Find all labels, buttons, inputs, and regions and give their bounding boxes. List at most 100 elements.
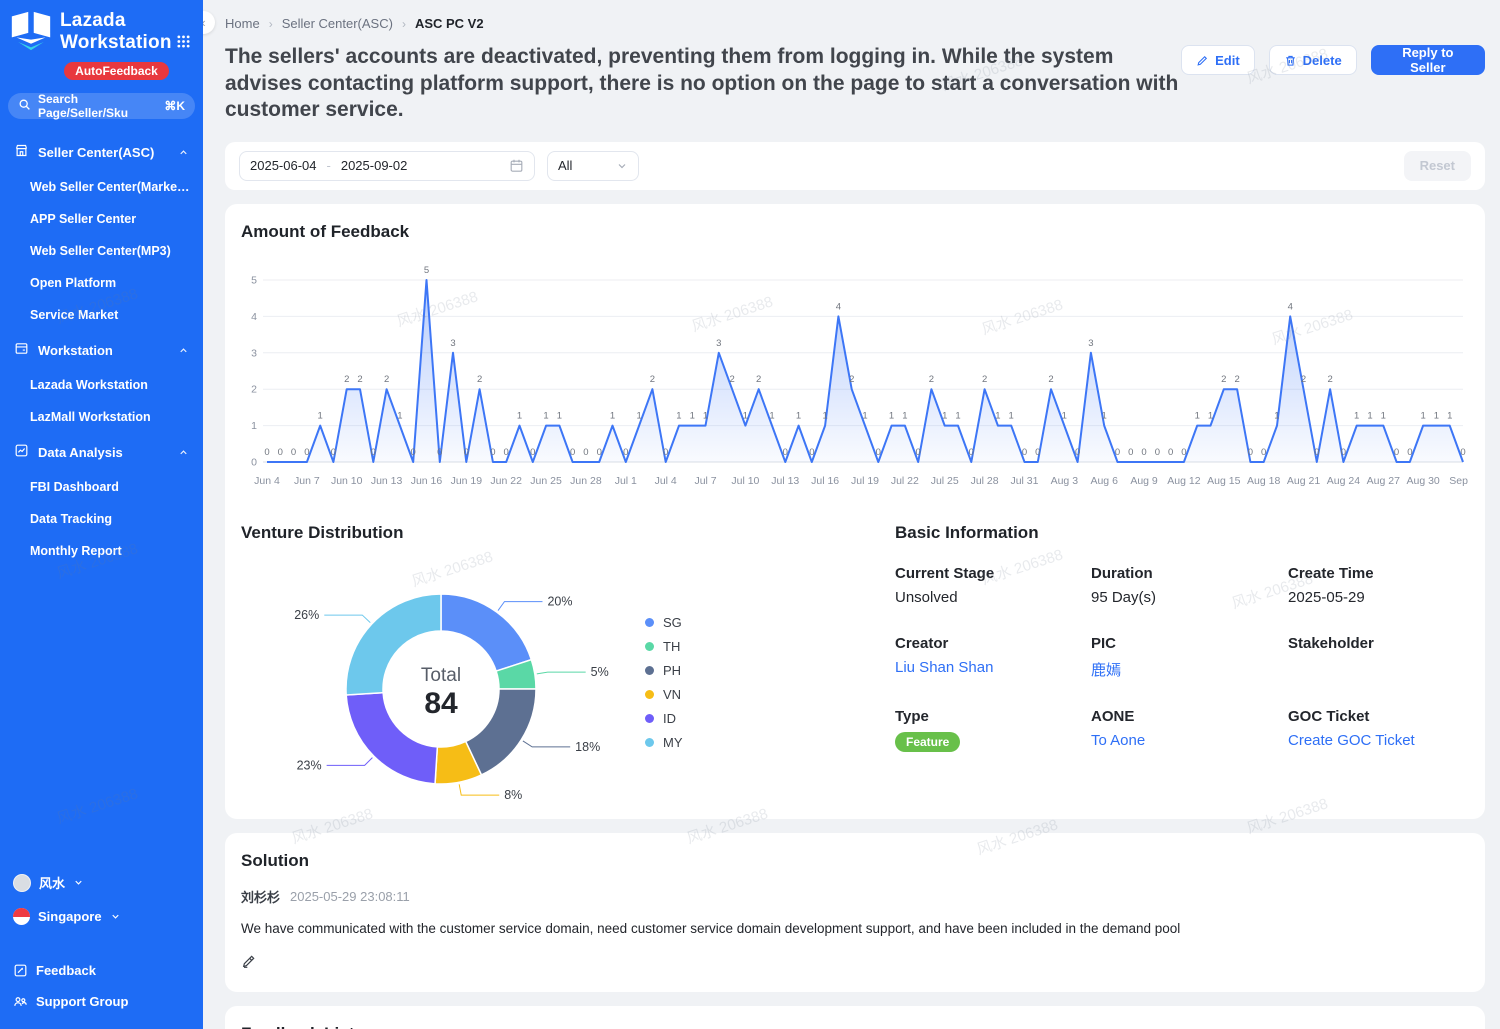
svg-text:1: 1: [1102, 410, 1107, 421]
legend-item-my: MY: [645, 735, 683, 750]
svg-text:1: 1: [1381, 410, 1386, 421]
sidebar-item-support-group[interactable]: Support Group: [13, 986, 190, 1017]
svg-text:1: 1: [902, 410, 907, 421]
reply-to-seller-button[interactable]: Reply to Seller: [1371, 45, 1485, 75]
info-value: 95 Day(s): [1091, 589, 1288, 607]
feedback-icon: [13, 963, 28, 978]
svg-text:5: 5: [424, 266, 429, 276]
info-value: 2025-05-29: [1288, 589, 1469, 607]
sidebar-item-fbi-dashboard[interactable]: FBI Dashboard: [0, 471, 203, 503]
svg-text:Aug 30: Aug 30: [1406, 475, 1439, 487]
sidebar-section-seller-center-asc[interactable]: Seller Center(ASC): [0, 133, 203, 171]
sidebar-item-web-seller-center-mp3[interactable]: Web Seller Center(MP3): [0, 235, 203, 267]
svg-text:0: 0: [1407, 447, 1412, 458]
info-value[interactable]: To Aone: [1091, 732, 1288, 750]
svg-text:2: 2: [344, 374, 349, 385]
svg-text:1: 1: [517, 410, 522, 421]
svg-text:2: 2: [1327, 374, 1332, 385]
sidebar-item-lazada-workstation[interactable]: Lazada Workstation: [0, 369, 203, 401]
info-value[interactable]: Liu Shan Shan: [895, 659, 1091, 677]
analysis-icon: [14, 443, 29, 461]
sidebar-item-data-tracking[interactable]: Data Tracking: [0, 503, 203, 535]
sidebar-item-lazmall-workstation[interactable]: LazMall Workstation: [0, 401, 203, 433]
reset-button[interactable]: Reset: [1404, 151, 1471, 181]
svg-text:8%: 8%: [504, 788, 522, 801]
main-content: ‹ Home›Seller Center(ASC)›ASC PC V2 The …: [203, 0, 1500, 1029]
svg-text:Jun 19: Jun 19: [451, 475, 483, 487]
edit-solution-icon[interactable]: [241, 953, 257, 969]
region-selector[interactable]: Singapore: [13, 900, 190, 933]
info-field-type: TypeFeature: [895, 708, 1091, 752]
date-range-picker[interactable]: 2025-06-04 - 2025-09-02: [239, 151, 535, 181]
breadcrumb-separator: ›: [402, 17, 406, 31]
edit-button[interactable]: Edit: [1181, 45, 1255, 75]
svg-text:0: 0: [1168, 447, 1173, 458]
user-menu[interactable]: 风水: [13, 865, 190, 900]
svg-text:4: 4: [836, 301, 841, 312]
svg-text:Jul 31: Jul 31: [1010, 475, 1038, 487]
svg-text:0: 0: [264, 447, 269, 458]
delete-button[interactable]: Delete: [1269, 45, 1357, 75]
sidebar-section-workstation[interactable]: Workstation: [0, 331, 203, 369]
svg-text:18%: 18%: [575, 739, 600, 753]
breadcrumb-item-1[interactable]: Seller Center(ASC): [282, 16, 393, 31]
svg-text:1: 1: [796, 410, 801, 421]
calendar-icon: [509, 158, 524, 173]
svg-text:Jun 7: Jun 7: [294, 475, 320, 487]
legend-dot: [645, 690, 654, 699]
svg-text:26%: 26%: [294, 608, 319, 622]
svg-text:Jul 7: Jul 7: [694, 475, 716, 487]
info-field-pic: PIC鹿嫣: [1091, 635, 1288, 680]
svg-text:0: 0: [1075, 447, 1080, 458]
search-shortcut: ⌘K: [164, 99, 185, 113]
support-group-icon: [13, 994, 28, 1009]
section-label: Workstation: [38, 343, 113, 358]
logo: Lazada Workstation: [0, 0, 203, 57]
svg-text:2: 2: [929, 374, 934, 385]
svg-text:84: 84: [424, 687, 458, 720]
sidebar-item-service-market[interactable]: Service Market: [0, 299, 203, 331]
svg-text:4: 4: [1288, 301, 1293, 312]
svg-text:4: 4: [251, 310, 257, 322]
legend-label: VN: [663, 687, 681, 702]
info-value[interactable]: 鹿嫣: [1091, 659, 1288, 680]
svg-text:1: 1: [610, 410, 615, 421]
search-input[interactable]: Search Page/Seller/Sku ⌘K: [8, 93, 195, 119]
legend-label: PH: [663, 663, 681, 678]
sidebar-section-data-analysis[interactable]: Data Analysis: [0, 433, 203, 471]
workstation-icon: [14, 341, 29, 359]
info-label: AONE: [1091, 708, 1288, 725]
legend-item-sg: SG: [645, 615, 683, 630]
sidebar-item-feedback[interactable]: Feedback: [13, 955, 190, 986]
svg-text:1: 1: [769, 410, 774, 421]
info-field-create-time: Create Time2025-05-29: [1288, 565, 1469, 607]
search-placeholder: Search Page/Seller/Sku: [38, 92, 157, 120]
sidebar-item-monthly-report[interactable]: Monthly Report: [0, 535, 203, 567]
status-select[interactable]: All: [547, 151, 639, 181]
sidebar-item-open-platform[interactable]: Open Platform: [0, 267, 203, 299]
svg-text:1: 1: [636, 410, 641, 421]
sidebar-item-web-seller-center-market-sel[interactable]: Web Seller Center(Market Sel...: [0, 171, 203, 203]
basic-information-section: Basic Information Current StageUnsolvedD…: [879, 523, 1469, 801]
legend-label: MY: [663, 735, 683, 750]
user-name: 风水: [39, 873, 65, 892]
svg-text:0: 0: [530, 447, 535, 458]
svg-text:Jun 22: Jun 22: [490, 475, 522, 487]
svg-text:0: 0: [251, 456, 257, 468]
info-field-current-stage: Current StageUnsolved: [895, 565, 1091, 607]
svg-text:0: 0: [504, 447, 509, 458]
breadcrumb-item-0[interactable]: Home: [225, 16, 260, 31]
search-icon: [18, 98, 31, 114]
legend-dot: [645, 642, 654, 651]
svg-text:0: 0: [1248, 447, 1253, 458]
svg-text:0: 0: [1141, 447, 1146, 458]
svg-text:Jul 13: Jul 13: [771, 475, 799, 487]
overview-card: Amount of Feedback 0123450Jun 4000Jun 71…: [225, 204, 1485, 819]
svg-text:20%: 20%: [547, 594, 572, 608]
breadcrumb-separator: ›: [269, 17, 273, 31]
svg-text:Jun 16: Jun 16: [411, 475, 443, 487]
date-to: 2025-09-02: [341, 158, 408, 173]
info-value[interactable]: Create GOC Ticket: [1288, 732, 1469, 750]
sidebar-item-app-seller-center[interactable]: APP Seller Center: [0, 203, 203, 235]
info-field-creator: CreatorLiu Shan Shan: [895, 635, 1091, 680]
